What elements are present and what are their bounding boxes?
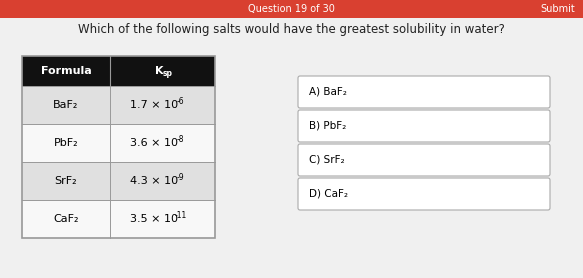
Text: Question 19 of 30: Question 19 of 30	[248, 4, 335, 14]
Text: A) BaF₂: A) BaF₂	[309, 87, 347, 97]
Text: 3.6 × 10: 3.6 × 10	[131, 138, 178, 148]
Text: 1.7 × 10: 1.7 × 10	[131, 100, 178, 110]
Text: BaF₂: BaF₂	[53, 100, 79, 110]
Text: PbF₂: PbF₂	[54, 138, 78, 148]
Text: Which of the following salts would have the greatest solubility in water?: Which of the following salts would have …	[78, 24, 504, 36]
FancyBboxPatch shape	[0, 0, 583, 18]
FancyBboxPatch shape	[22, 56, 215, 86]
Text: Submit: Submit	[540, 4, 575, 14]
Text: B) PbF₂: B) PbF₂	[309, 121, 346, 131]
Text: -11: -11	[174, 212, 187, 220]
Text: 3.5 × 10: 3.5 × 10	[131, 214, 178, 224]
FancyBboxPatch shape	[298, 110, 550, 142]
FancyBboxPatch shape	[22, 124, 215, 162]
Text: D) CaF₂: D) CaF₂	[309, 189, 348, 199]
FancyBboxPatch shape	[298, 178, 550, 210]
FancyBboxPatch shape	[22, 162, 215, 200]
FancyBboxPatch shape	[298, 76, 550, 108]
FancyBboxPatch shape	[22, 200, 215, 238]
Text: -9: -9	[177, 173, 184, 182]
FancyBboxPatch shape	[298, 144, 550, 176]
Text: C) SrF₂: C) SrF₂	[309, 155, 345, 165]
Text: sp: sp	[163, 68, 173, 78]
Text: 4.3 × 10: 4.3 × 10	[131, 176, 178, 186]
Text: K: K	[155, 66, 164, 76]
Text: SrF₂: SrF₂	[55, 176, 78, 186]
Text: -6: -6	[177, 98, 184, 106]
Text: -8: -8	[177, 135, 184, 145]
Text: CaF₂: CaF₂	[53, 214, 79, 224]
FancyBboxPatch shape	[22, 86, 215, 124]
Text: Formula: Formula	[41, 66, 92, 76]
